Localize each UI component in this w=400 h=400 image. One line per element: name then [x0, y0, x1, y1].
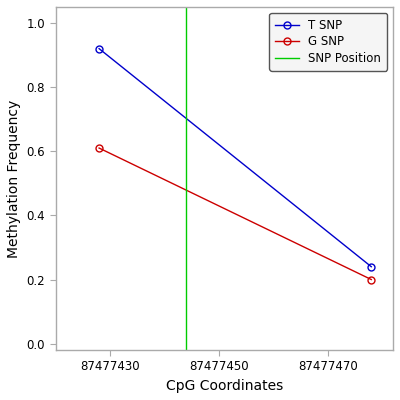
Y-axis label: Methylation Frequency: Methylation Frequency [7, 99, 21, 258]
X-axis label: CpG Coordinates: CpG Coordinates [166, 379, 283, 393]
Legend: T SNP, G SNP, SNP Position: T SNP, G SNP, SNP Position [270, 13, 387, 71]
